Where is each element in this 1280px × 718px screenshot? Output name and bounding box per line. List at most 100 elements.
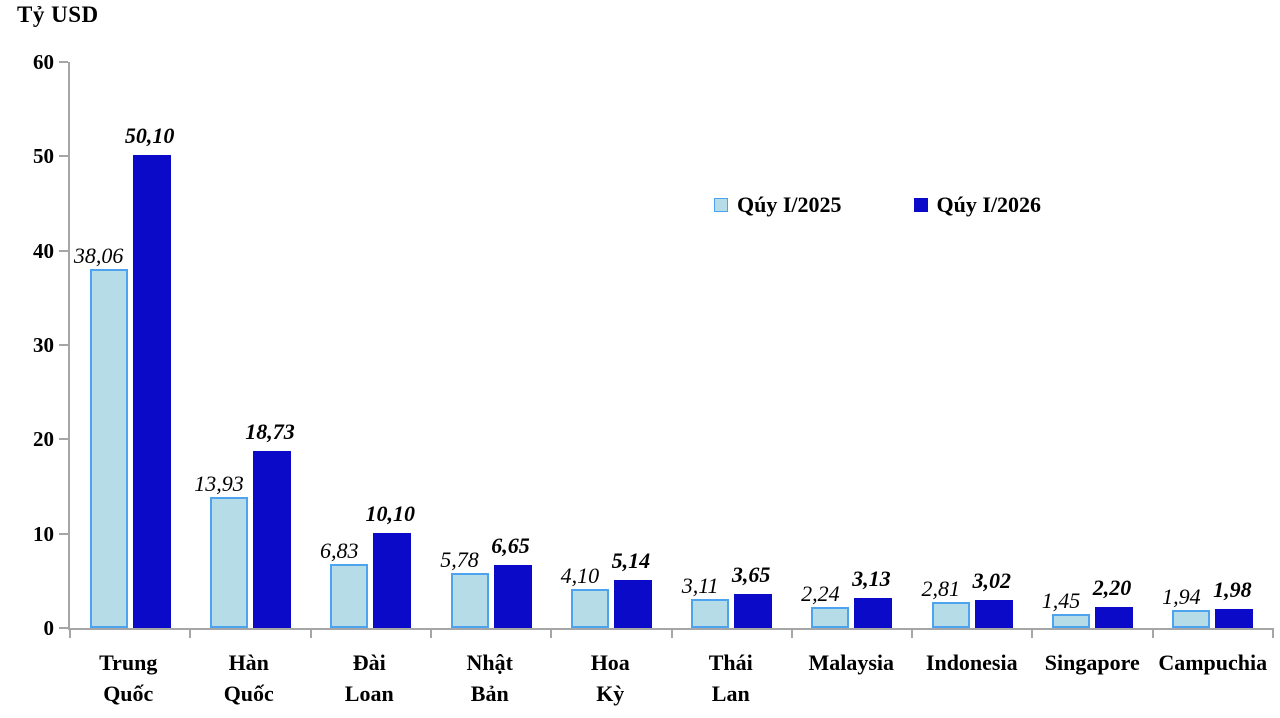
bar-2026: 10,10 bbox=[365, 502, 415, 628]
bar-value-label: 2,81 bbox=[921, 575, 960, 601]
bar-value-label: 50,10 bbox=[124, 123, 175, 149]
bar-value-label: 5,78 bbox=[440, 547, 479, 573]
x-axis-category-line: Hoa bbox=[590, 650, 630, 675]
x-axis-category-line: Quốc bbox=[223, 681, 274, 706]
bar-2025: 1,94 bbox=[1162, 585, 1211, 628]
bar-value-label: 1,45 bbox=[1041, 588, 1081, 614]
x-axis-category-line: Malaysia bbox=[808, 650, 895, 675]
bar-2025: 4,10 bbox=[561, 565, 609, 628]
x-axis-category-line: Trung bbox=[99, 650, 158, 675]
bar-value-label: 6,65 bbox=[491, 533, 530, 559]
bar-2025: 1,45 bbox=[1042, 590, 1091, 628]
bar-2026: 3,02 bbox=[972, 569, 1013, 628]
x-axis-labels: Trung Quốc Hàn Quốc Đài Loan Nhật Bản Hoa Kỳ Thái L… bbox=[68, 647, 1273, 709]
bar-pair: 1,45 2,20 bbox=[1032, 62, 1152, 628]
bar-value-label: 2,24 bbox=[801, 580, 840, 606]
x-axis-category-label: Malaysia bbox=[791, 647, 912, 709]
bar-2025: 3,11 bbox=[682, 574, 730, 628]
x-axis-category-line: Kỳ bbox=[596, 681, 625, 706]
bar-2026: 50,10 bbox=[125, 125, 174, 628]
y-axis-tick bbox=[59, 438, 68, 441]
bar-group: 1,94 1,98 bbox=[1153, 62, 1273, 628]
y-axis-tick bbox=[59, 344, 68, 346]
x-axis-category-line: Campuchia bbox=[1158, 650, 1268, 675]
bar-pair: 13,93 18,73 bbox=[190, 62, 310, 628]
x-axis-category-label: Indonesia bbox=[912, 647, 1033, 709]
x-axis-category-line: Singapore bbox=[1044, 650, 1140, 675]
legend-swatch-2025 bbox=[714, 198, 728, 212]
x-axis-tick bbox=[429, 628, 432, 638]
bar-2025: 6,83 bbox=[320, 539, 369, 628]
bar-pair: 1,94 1,98 bbox=[1153, 62, 1273, 628]
bar-2026: 18,73 bbox=[245, 421, 295, 628]
x-axis-category-label: Thái Lan bbox=[671, 647, 792, 709]
bar-2026: 3,13 bbox=[852, 568, 893, 628]
x-axis-category-line: Nhật bbox=[466, 650, 513, 675]
bar-value-label: 6,83 bbox=[319, 537, 359, 563]
bar-2026: 5,14 bbox=[612, 549, 652, 628]
x-axis-category-line: Indonesia bbox=[925, 650, 1018, 675]
legend-swatch-2026 bbox=[913, 198, 928, 212]
bar-value-label: 3,13 bbox=[852, 566, 891, 592]
y-axis-tick-label: 40 bbox=[33, 238, 54, 263]
bar-value-label: 4,10 bbox=[560, 563, 600, 589]
bar-value-label: 10,10 bbox=[365, 500, 415, 526]
x-axis-category-line: Thái bbox=[708, 650, 753, 675]
bar-pair: 5,78 6,65 bbox=[431, 62, 551, 628]
x-axis-tick bbox=[309, 628, 312, 638]
y-axis-unit-label: Tỷ USD bbox=[17, 2, 99, 27]
y-axis-tick bbox=[59, 249, 68, 252]
plot-area: 0 10 20 30 40 50 60 38,06 50,10 13,93 18,73 6,83 10,… bbox=[33, 51, 1274, 639]
x-axis-category-label: Singapore bbox=[1032, 647, 1153, 709]
bar-group: 2,81 3,02 bbox=[912, 62, 1032, 628]
bar-group: 6,83 10,10 bbox=[311, 62, 431, 628]
bar-pair: 3,11 3,65 bbox=[671, 62, 791, 628]
bar-group: 2,24 3,13 bbox=[792, 62, 912, 628]
bar-2026: 2,20 bbox=[1093, 577, 1134, 628]
x-axis-category-line: Đài bbox=[352, 650, 386, 675]
bar-2025: 2,81 bbox=[921, 577, 970, 628]
bar-2025: 2,24 bbox=[801, 582, 850, 628]
y-axis-tick bbox=[59, 627, 68, 629]
y-axis-tick bbox=[59, 155, 68, 158]
x-axis-category-label: Hàn Quốc bbox=[189, 647, 310, 709]
bar-group: 3,11 3,65 bbox=[671, 62, 791, 628]
bar-group: 4,10 5,14 bbox=[551, 62, 671, 628]
bar-pair: 2,24 3,13 bbox=[792, 62, 912, 628]
bar-groups: 38,06 50,10 13,93 18,73 6,83 10,10 5,78 6,65 4,1… bbox=[70, 62, 1273, 628]
bar-value-label: 1,98 bbox=[1213, 577, 1252, 603]
y-axis-tick bbox=[59, 61, 68, 63]
y-axis-tick-label: 0 bbox=[43, 616, 55, 640]
x-axis-category-line: Quốc bbox=[103, 681, 154, 706]
legend: Qúy I/2025 Qúy I/2026 bbox=[714, 193, 1041, 217]
legend-item-2025: Qúy I/2025 bbox=[714, 193, 842, 217]
y-axis-tick-label: 60 bbox=[33, 50, 54, 74]
bar-value-label: 18,73 bbox=[245, 419, 295, 445]
bar-pair: 2,81 3,02 bbox=[912, 62, 1032, 628]
bar-pair: 38,06 50,10 bbox=[70, 62, 190, 628]
bar-2026: 1,98 bbox=[1213, 579, 1254, 628]
bar-value-label: 38,06 bbox=[73, 242, 124, 268]
x-axis-tick bbox=[550, 628, 553, 638]
y-axis-tick-label: 20 bbox=[33, 427, 54, 452]
bar-2025: 38,06 bbox=[74, 244, 128, 628]
bar-2025: 5,78 bbox=[440, 549, 489, 628]
bar-2026: 3,65 bbox=[732, 563, 773, 628]
bar-group: 5,78 6,65 bbox=[431, 62, 551, 628]
bar-pair: 6,83 10,10 bbox=[311, 62, 431, 628]
legend-item-2026: Qúy I/2026 bbox=[913, 193, 1041, 217]
x-axis-category-line: Lan bbox=[711, 681, 750, 706]
x-axis-category-label: Hoa Kỳ bbox=[550, 647, 671, 709]
x-axis-category-label: Trung Quốc bbox=[68, 647, 189, 709]
x-axis-category-line: Hàn bbox=[228, 650, 269, 675]
x-axis-tick bbox=[1031, 628, 1034, 638]
bar-2025: 13,93 bbox=[194, 472, 248, 628]
bar-group: 13,93 18,73 bbox=[190, 62, 310, 628]
y-axis-tick bbox=[59, 532, 68, 535]
bar-value-label: 3,65 bbox=[731, 561, 771, 587]
legend-label-2025: Qúy I/2025 bbox=[737, 192, 842, 217]
x-axis-tick bbox=[911, 628, 914, 638]
bar-value-label: 5,14 bbox=[611, 547, 651, 573]
x-axis-category-line: Loan bbox=[344, 681, 394, 706]
